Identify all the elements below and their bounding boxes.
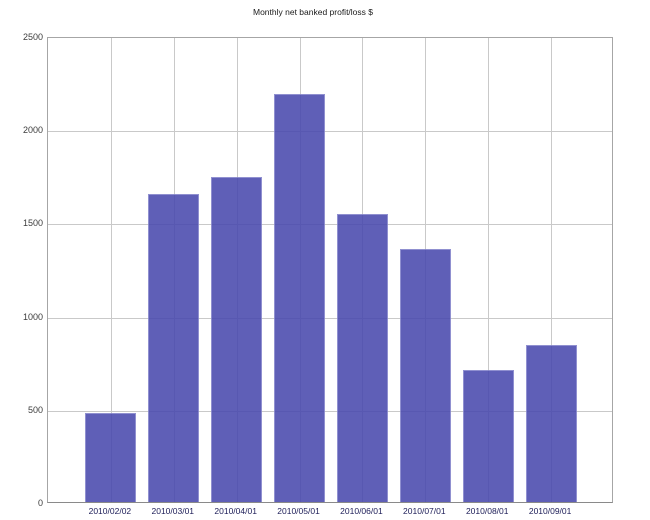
y-axis-tick-label: 500 [27,405,43,415]
x-axis-tick-label: 2010/03/01 [151,506,195,516]
gridline-horizontal [48,318,612,319]
x-axis-tick-label: 2010/07/01 [403,506,446,516]
bar [274,94,325,502]
bar [337,214,388,502]
gridline-horizontal [48,131,612,132]
bar [463,370,514,502]
x-axis-tick-label: 2010/06/01 [340,506,383,516]
y-axis-tick-label: 2500 [22,32,43,42]
y-axis-tick-label: 1500 [22,218,43,228]
x-axis-tick-label: 2010/09/01 [528,506,572,516]
bar [526,345,577,502]
y-axis-tick-label: 1000 [22,312,43,322]
bar [400,249,451,502]
bar [85,413,136,502]
chart-title: Monthly net banked profit/loss $ [252,7,373,17]
gridline-vertical [111,38,112,502]
x-axis-tick-label: 2010/04/01 [214,506,257,516]
gridline-horizontal [48,411,612,412]
gridline-vertical [488,38,489,502]
plot-area [47,37,613,503]
gridline-horizontal [48,224,612,225]
bar [148,194,199,502]
x-axis-tick-label: 2010/02/02 [88,506,132,516]
y-axis-tick-label: 0 [37,498,43,508]
x-axis-tick-label: 2010/05/01 [277,506,320,516]
x-axis-tick-label: 2010/08/01 [465,506,509,516]
bar [211,177,262,502]
gridline-vertical [551,38,552,502]
y-axis-tick-label: 2000 [22,125,43,135]
